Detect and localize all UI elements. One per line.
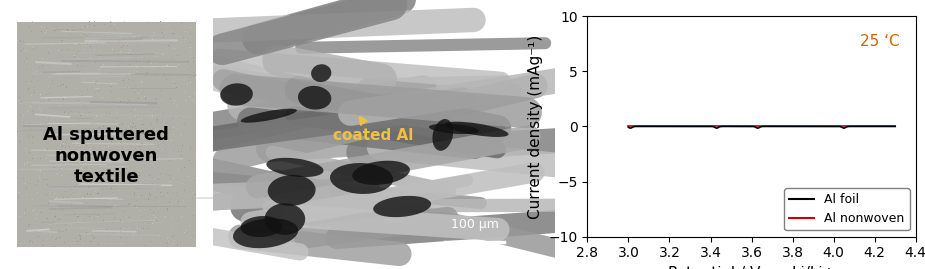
Ellipse shape — [266, 158, 324, 177]
Ellipse shape — [233, 218, 299, 248]
Text: Al sputtered
nonwoven
textile: Al sputtered nonwoven textile — [43, 126, 169, 186]
FancyBboxPatch shape — [17, 22, 196, 247]
Ellipse shape — [240, 109, 297, 123]
Text: 100 μm: 100 μm — [450, 218, 499, 231]
Ellipse shape — [298, 86, 331, 109]
Ellipse shape — [352, 161, 410, 185]
Y-axis label: Current density (mAg⁻¹): Current density (mAg⁻¹) — [528, 34, 543, 218]
X-axis label: Potential / V vs. Li/Li+: Potential / V vs. Li/Li+ — [668, 266, 835, 269]
Ellipse shape — [429, 124, 479, 134]
Legend: Al foil, Al nonwoven: Al foil, Al nonwoven — [784, 188, 909, 231]
Ellipse shape — [330, 163, 393, 194]
Ellipse shape — [240, 216, 282, 237]
Ellipse shape — [432, 119, 453, 151]
Ellipse shape — [445, 122, 509, 137]
Text: coated Al: coated Al — [333, 118, 413, 143]
Ellipse shape — [267, 175, 315, 206]
Ellipse shape — [265, 203, 305, 235]
Ellipse shape — [311, 64, 331, 82]
Ellipse shape — [220, 83, 253, 106]
Text: 25 ʻC: 25 ʻC — [859, 34, 899, 49]
Ellipse shape — [373, 196, 431, 217]
